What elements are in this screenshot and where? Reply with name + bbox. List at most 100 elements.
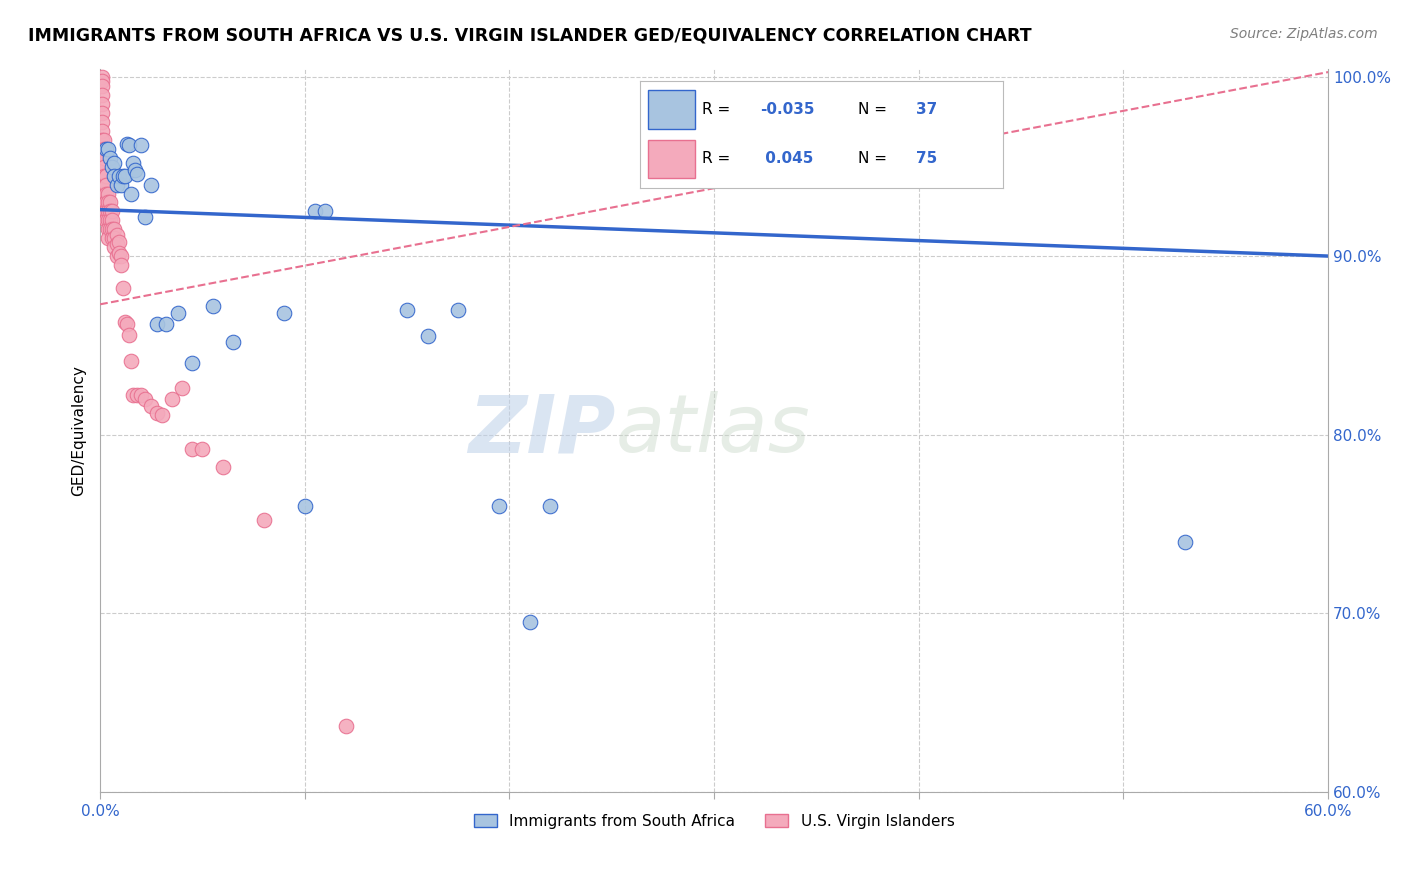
Point — [335, 719, 357, 733]
Point — [96, 178, 118, 192]
Point — [519, 615, 541, 630]
Point — [222, 334, 245, 349]
Point — [125, 388, 148, 402]
Point — [107, 169, 129, 183]
Point — [93, 142, 115, 156]
Point — [110, 178, 132, 192]
Point — [134, 210, 156, 224]
Point — [97, 204, 120, 219]
Point — [91, 124, 114, 138]
Point — [141, 178, 163, 192]
Point — [115, 317, 138, 331]
Point — [93, 178, 115, 192]
Point — [150, 408, 173, 422]
Point — [101, 231, 124, 245]
Point — [96, 195, 118, 210]
Point — [304, 204, 326, 219]
Point — [134, 392, 156, 406]
Point — [98, 213, 121, 227]
Point — [97, 213, 120, 227]
Point — [91, 195, 114, 210]
Text: IMMIGRANTS FROM SOUTH AFRICA VS U.S. VIRGIN ISLANDER GED/EQUIVALENCY CORRELATION: IMMIGRANTS FROM SOUTH AFRICA VS U.S. VIR… — [28, 27, 1032, 45]
Point — [1174, 534, 1197, 549]
Point — [91, 97, 114, 112]
Point — [447, 302, 470, 317]
Point — [91, 115, 114, 129]
Point — [146, 406, 169, 420]
Point — [91, 79, 114, 94]
Point — [91, 74, 114, 88]
Point — [96, 142, 118, 156]
Point — [118, 138, 141, 153]
Point — [122, 156, 145, 170]
Point — [107, 245, 129, 260]
Point — [124, 163, 146, 178]
Point — [103, 169, 125, 183]
Point — [96, 213, 118, 227]
Point — [314, 204, 336, 219]
Point — [273, 306, 295, 320]
Point — [91, 142, 114, 156]
Point — [155, 317, 177, 331]
Point — [294, 499, 316, 513]
Point — [125, 167, 148, 181]
Point — [96, 169, 118, 183]
Point — [160, 392, 183, 406]
Point — [141, 399, 163, 413]
Point — [115, 136, 138, 151]
Point — [146, 317, 169, 331]
Point — [191, 442, 214, 456]
Point — [488, 499, 510, 513]
Point — [107, 235, 129, 249]
Point — [91, 133, 114, 147]
Point — [120, 354, 142, 368]
Point — [103, 240, 125, 254]
Point — [416, 329, 439, 343]
Point — [98, 204, 121, 219]
Point — [103, 222, 125, 236]
Point — [212, 459, 235, 474]
Point — [93, 169, 115, 183]
Point — [97, 222, 120, 236]
Point — [93, 186, 115, 201]
Point — [101, 222, 124, 236]
Point — [91, 151, 114, 165]
Point — [97, 195, 120, 210]
Point — [122, 388, 145, 402]
Point — [181, 442, 204, 456]
Point — [170, 381, 193, 395]
Point — [253, 513, 276, 527]
Point — [114, 315, 136, 329]
Point — [181, 356, 204, 370]
Point — [101, 204, 124, 219]
Point — [91, 178, 114, 192]
Point — [91, 106, 114, 120]
Point — [111, 169, 134, 183]
Point — [91, 70, 114, 85]
Point — [120, 186, 142, 201]
Point — [97, 231, 120, 245]
Point — [114, 169, 136, 183]
Point — [93, 195, 115, 210]
Point — [91, 186, 114, 201]
Point — [167, 306, 190, 320]
Point — [396, 302, 419, 317]
Point — [91, 160, 114, 174]
Legend: Immigrants from South Africa, U.S. Virgin Islanders: Immigrants from South Africa, U.S. Virgi… — [468, 807, 960, 835]
Point — [93, 160, 115, 174]
Point — [91, 204, 114, 219]
Point — [111, 281, 134, 295]
Point — [93, 133, 115, 147]
Point — [103, 156, 125, 170]
Point — [105, 249, 128, 263]
Point — [96, 186, 118, 201]
Point — [98, 222, 121, 236]
Point — [101, 213, 124, 227]
Point — [91, 88, 114, 103]
Point — [98, 151, 121, 165]
Point — [201, 299, 224, 313]
Point — [103, 231, 125, 245]
Point — [110, 249, 132, 263]
Point — [97, 186, 120, 201]
Point — [96, 204, 118, 219]
